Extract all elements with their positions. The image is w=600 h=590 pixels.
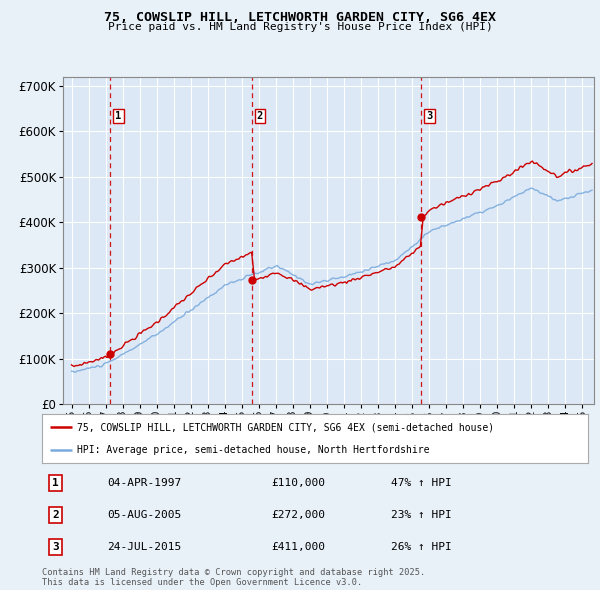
Text: 2: 2 (257, 111, 263, 121)
Point (416, 212, 426, 222)
Text: HPI: Average price, semi-detached house, North Hertfordshire: HPI: Average price, semi-detached house,… (77, 445, 430, 455)
Text: 3: 3 (52, 542, 59, 552)
Text: 47% ↑ HPI: 47% ↑ HPI (391, 478, 452, 488)
Text: 75, COWSLIP HILL, LETCHWORTH GARDEN CITY, SG6 4EX (semi-detached house): 75, COWSLIP HILL, LETCHWORTH GARDEN CITY… (77, 422, 494, 432)
Text: 2: 2 (52, 510, 59, 520)
Text: 26% ↑ HPI: 26% ↑ HPI (391, 542, 452, 552)
Text: £411,000: £411,000 (271, 542, 325, 552)
Text: £110,000: £110,000 (271, 478, 325, 488)
Text: 24-JUL-2015: 24-JUL-2015 (107, 542, 182, 552)
Text: 1: 1 (52, 478, 59, 488)
Text: Price paid vs. HM Land Registry's House Price Index (HPI): Price paid vs. HM Land Registry's House … (107, 22, 493, 32)
Text: 3: 3 (427, 111, 433, 121)
Point (247, 276, 257, 285)
Text: £272,000: £272,000 (271, 510, 325, 520)
Text: Contains HM Land Registry data © Crown copyright and database right 2025.
This d: Contains HM Land Registry data © Crown c… (42, 568, 425, 587)
Text: 05-AUG-2005: 05-AUG-2005 (107, 510, 182, 520)
Text: 75, COWSLIP HILL, LETCHWORTH GARDEN CITY, SG6 4EX: 75, COWSLIP HILL, LETCHWORTH GARDEN CITY… (104, 11, 496, 24)
Text: 23% ↑ HPI: 23% ↑ HPI (391, 510, 452, 520)
Text: 1: 1 (115, 111, 121, 121)
Point (105, 349, 115, 359)
Text: 04-APR-1997: 04-APR-1997 (107, 478, 182, 488)
